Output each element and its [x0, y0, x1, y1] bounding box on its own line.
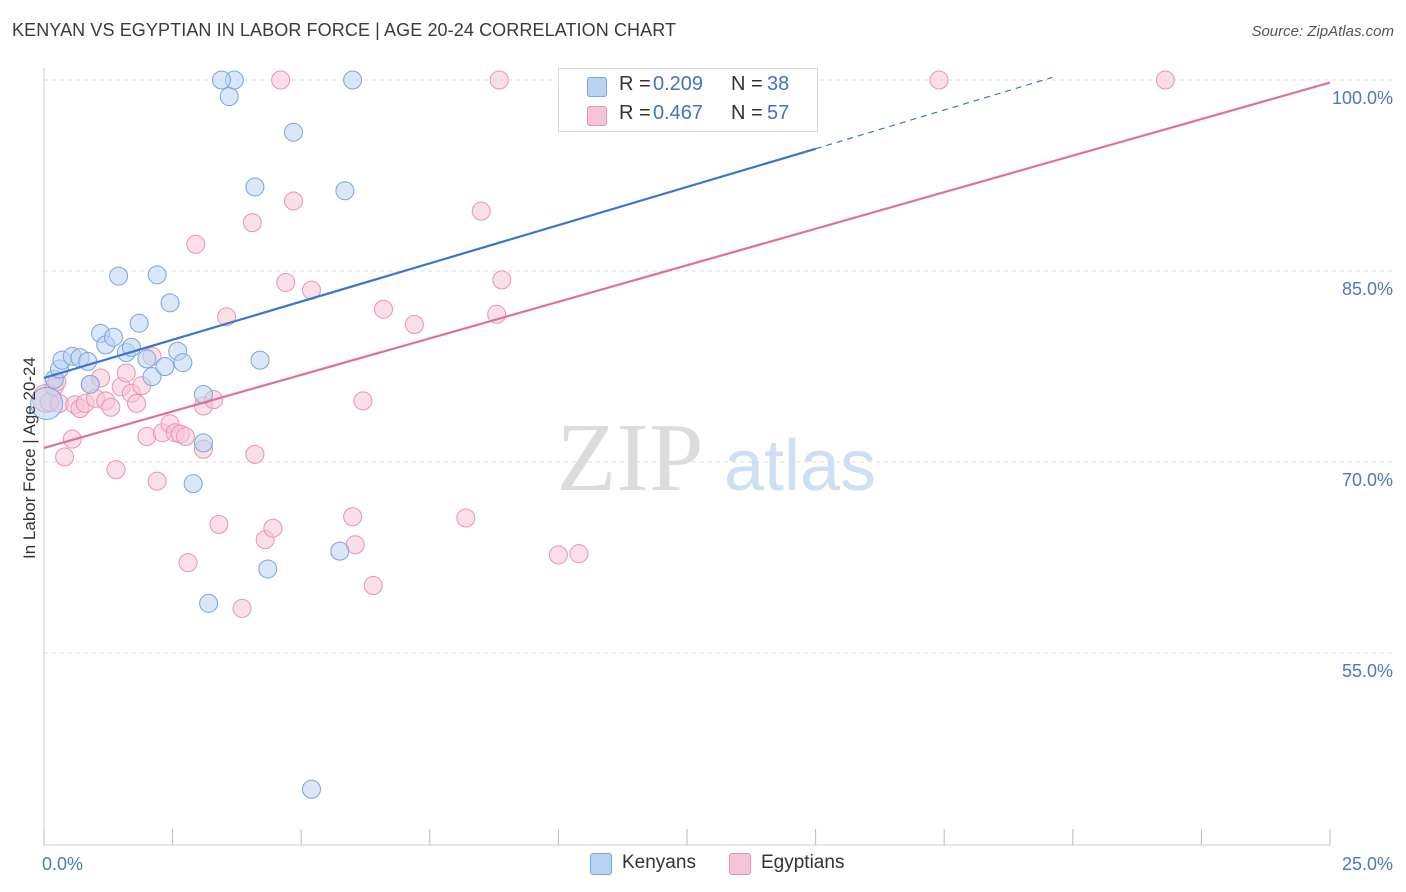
watermark-zip: ZIP	[557, 404, 704, 512]
kenyans-point	[343, 70, 363, 90]
kenyans-point	[80, 374, 100, 394]
egyptians-point	[232, 598, 252, 618]
egyptians-point	[489, 70, 509, 90]
egyptians-point	[245, 444, 265, 464]
kenyans-point	[335, 181, 355, 201]
egyptians-point	[263, 518, 283, 538]
egyptians-point	[271, 70, 291, 90]
egyptians-point	[404, 314, 424, 334]
kenyans-point	[330, 541, 350, 561]
egyptians-point	[456, 508, 476, 528]
legend-row-egyptians: R = 0.467 N = 57	[559, 100, 817, 130]
egyptians-r-label: R =	[619, 102, 651, 124]
kenyans-point	[121, 337, 141, 357]
kenyans-point	[103, 327, 123, 347]
kenyans-r-label: R =	[619, 73, 651, 95]
egyptians-point	[276, 272, 296, 292]
kenyans-n-label: N =	[731, 73, 763, 95]
legend-kenyans-label: Kenyans	[622, 852, 696, 873]
egyptians-point	[175, 427, 195, 447]
y-tick-label-55: 55.0%	[1342, 661, 1393, 681]
kenyans-point	[137, 349, 157, 369]
egyptians-point	[343, 507, 363, 527]
kenyans-point	[258, 559, 278, 579]
kenyans-point	[147, 265, 167, 285]
kenyans-point	[301, 779, 321, 799]
grid-layer	[44, 79, 1395, 654]
egyptians-r-value: 0.467	[653, 102, 704, 124]
egyptians-point	[374, 299, 394, 319]
kenyans-r-value: 0.209	[653, 73, 704, 95]
egyptians-point	[353, 391, 373, 411]
egyptians-point	[363, 576, 383, 596]
egyptians-point	[492, 270, 512, 290]
kenyans-swatch	[587, 77, 607, 97]
kenyans-point	[250, 350, 270, 370]
kenyans-n-value: 38	[767, 73, 790, 95]
series-legend: Kenyans Egyptians	[0, 851, 1406, 879]
egyptians-n-label: N =	[731, 102, 763, 124]
egyptians-trend-line	[43, 81, 1331, 450]
egyptians-point	[116, 363, 136, 383]
y-axis-label: In Labor Force | Age 20-24	[20, 357, 39, 559]
egyptians-point	[283, 191, 303, 211]
watermark: ZIP atlas	[557, 404, 877, 512]
legend-kenyans-swatch	[590, 853, 612, 875]
y-tick-label-70: 70.0%	[1342, 470, 1393, 490]
kenyans-point	[211, 70, 231, 90]
egyptians-point	[929, 70, 949, 90]
source-label: Source: ZipAtlas.com	[1251, 23, 1394, 40]
y-tick-label-85: 85.0%	[1342, 279, 1393, 299]
x-tick-label-1: 25.0%	[1342, 854, 1393, 874]
series-egyptians	[32, 70, 1175, 618]
series-kenyans	[30, 70, 589, 799]
legend-row-kenyans: R = 0.209 N = 38	[559, 71, 817, 101]
tick-layer: 100.0% 85.0% 70.0% 55.0% 0.0% 25.0%	[42, 88, 1393, 874]
watermark-atlas: atlas	[724, 426, 876, 506]
chart-title: KENYAN VS EGYPTIAN IN LABOR FORCE | AGE …	[12, 20, 677, 40]
kenyans-point	[183, 474, 203, 494]
kenyans-point	[173, 353, 193, 373]
kenyans-point	[199, 593, 219, 613]
kenyans-point	[160, 293, 180, 313]
egyptians-point	[106, 460, 126, 480]
kenyans-point	[129, 313, 149, 333]
egyptians-swatch	[587, 106, 607, 126]
egyptians-point	[147, 471, 167, 491]
egyptians-point	[548, 545, 568, 565]
egyptians-n-value: 57	[767, 102, 790, 124]
egyptians-point	[178, 553, 198, 573]
egyptians-point	[186, 234, 206, 254]
egyptians-point	[471, 201, 491, 221]
y-tick-label-100: 100.0%	[1332, 88, 1393, 108]
egyptians-point	[1155, 70, 1175, 90]
egyptians-point	[127, 393, 147, 413]
stats-legend: R = 0.209 N = 38 R = 0.467 N = 57	[558, 68, 818, 132]
kenyans-point	[193, 433, 213, 453]
legend-egyptians-label: Egyptians	[761, 852, 845, 873]
egyptians-point	[209, 514, 229, 534]
kenyans-trend-line	[43, 147, 816, 380]
kenyans-point	[283, 122, 303, 142]
trend-layer	[43, 76, 1331, 450]
kenyans-point	[109, 266, 129, 286]
legend-egyptians-swatch	[729, 853, 751, 875]
egyptians-point	[55, 447, 75, 467]
kenyans-point	[142, 367, 162, 387]
egyptians-point	[569, 544, 589, 564]
kenyans-point	[30, 386, 64, 420]
kenyans-point	[245, 177, 265, 197]
x-tick-label-0: 0.0%	[42, 854, 83, 874]
kenyans-trend-extension	[815, 76, 1053, 150]
kenyans-point	[155, 357, 175, 376]
egyptians-point	[101, 397, 121, 417]
kenyans-point	[219, 87, 239, 107]
egyptians-point	[242, 213, 262, 233]
